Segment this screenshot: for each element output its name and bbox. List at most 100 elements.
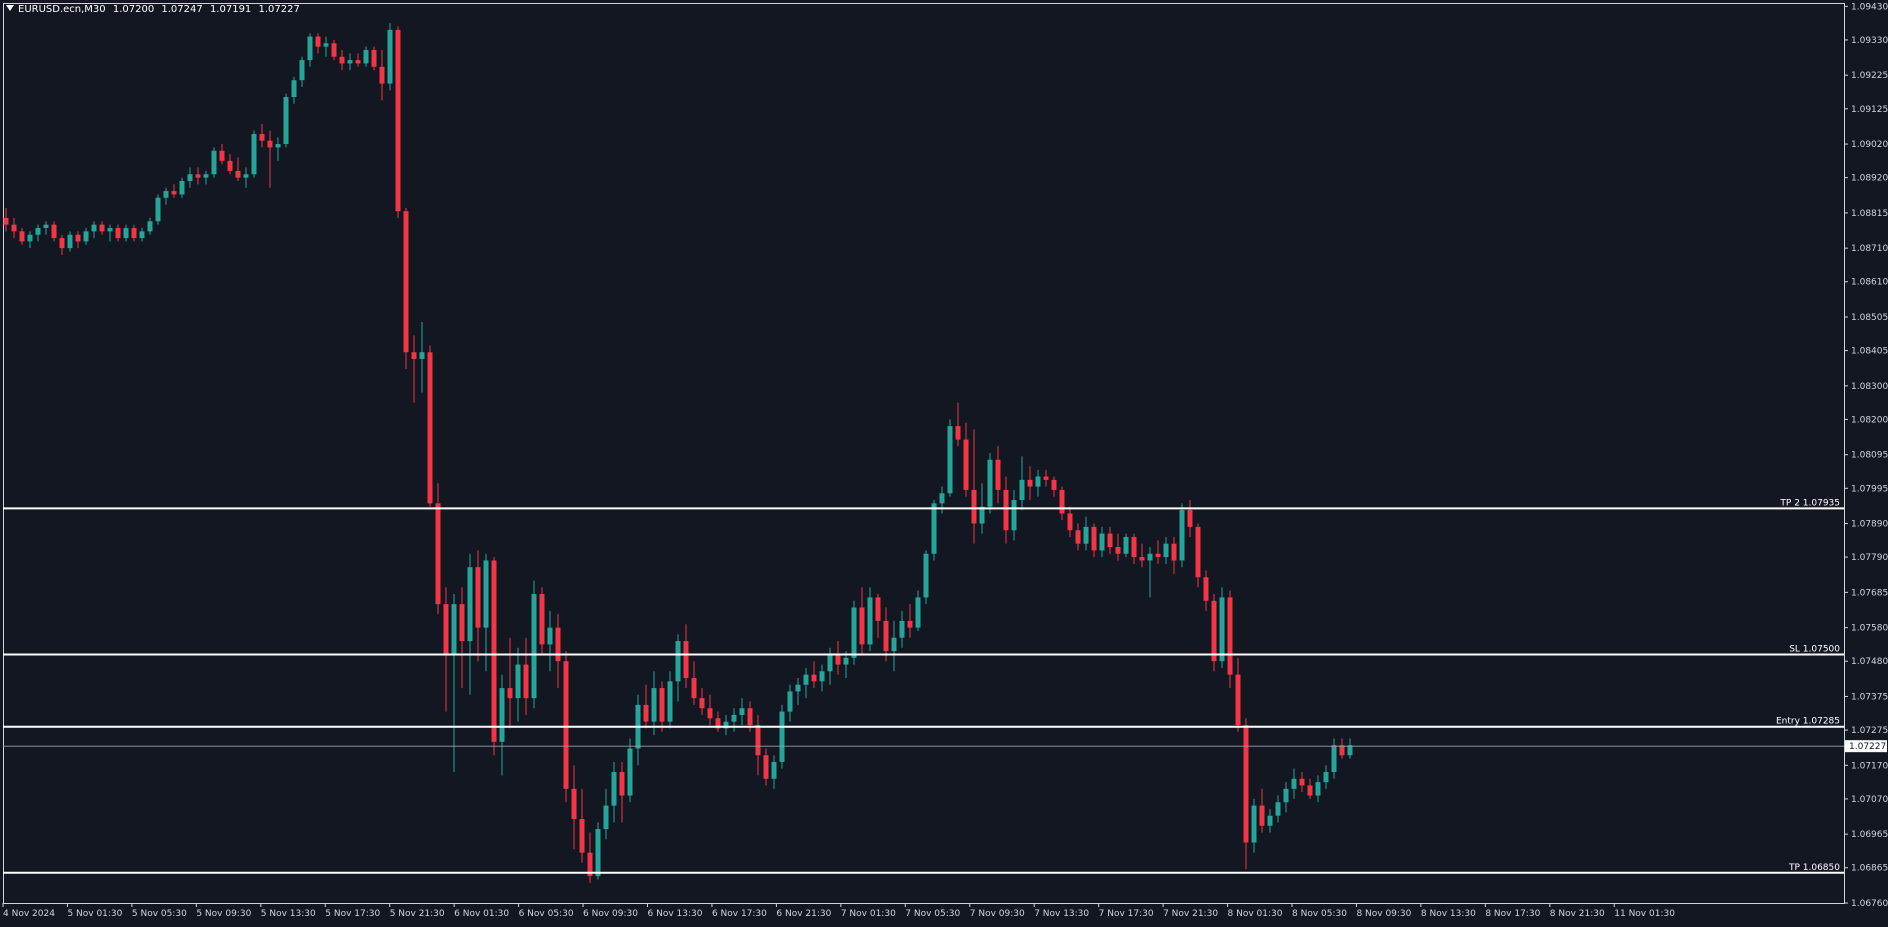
candle-body — [699, 698, 705, 709]
candle-body — [1339, 745, 1345, 756]
x-tick-label: 7 Nov 05:30 — [905, 909, 960, 919]
x-tick-label: 6 Nov 09:30 — [583, 909, 638, 919]
candle-body — [795, 684, 801, 692]
candle-body — [1235, 674, 1241, 726]
y-tick-label: 1.08095 — [1851, 451, 1888, 461]
candle-body — [675, 641, 681, 682]
candle-body — [835, 654, 841, 665]
y-tick-label: 1.07580 — [1851, 624, 1888, 634]
candle-body — [923, 553, 929, 598]
candle-body — [731, 714, 737, 722]
x-tick-label: 6 Nov 13:30 — [648, 909, 703, 919]
candle-body — [523, 664, 529, 699]
y-tick-label: 1.09125 — [1851, 105, 1888, 115]
candle-body — [691, 678, 697, 699]
high-value: 1.07247 — [161, 4, 203, 15]
candle-body — [563, 661, 569, 789]
candle-body — [227, 160, 233, 171]
level-label: TP 1.06850 — [1788, 863, 1840, 873]
candle-body — [315, 36, 321, 47]
y-tick-label: 1.07480 — [1851, 657, 1888, 667]
candle-body — [739, 708, 745, 715]
candle-body — [1227, 597, 1233, 675]
candle-body — [251, 133, 257, 175]
candle-body — [35, 228, 41, 235]
candle-body — [299, 60, 305, 81]
candle-body — [459, 604, 465, 642]
y-tick-label: 1.09430 — [1851, 2, 1888, 12]
candle-body — [611, 772, 617, 806]
candle-body — [51, 224, 57, 239]
candle-body — [915, 597, 921, 628]
candle-body — [1243, 725, 1249, 843]
x-tick-label: 4 Nov 2024 — [3, 909, 55, 919]
candle-body — [507, 688, 513, 699]
candle-body — [931, 503, 937, 554]
candle-body — [515, 664, 521, 699]
candle-body — [195, 174, 201, 178]
candle-body — [883, 620, 889, 652]
candle-body — [283, 97, 289, 145]
candle-body — [363, 50, 369, 64]
candle-body — [187, 174, 193, 181]
candle-body — [371, 50, 377, 67]
candle-body — [259, 133, 265, 141]
x-tick-label: 7 Nov 01:30 — [841, 909, 896, 919]
y-tick-label: 1.09330 — [1851, 36, 1888, 46]
y-tick-label: 1.09225 — [1851, 71, 1888, 81]
y-tick-label: 1.09020 — [1851, 140, 1888, 150]
candle-body — [387, 29, 393, 84]
candle-body — [339, 56, 345, 64]
candle-body — [91, 224, 97, 232]
x-tick-label: 8 Nov 17:30 — [1485, 909, 1540, 919]
symbol-header: EURUSD.ecn,M30 1.07200 1.07247 1.07191 1… — [6, 4, 304, 15]
level-label: Entry 1.07285 — [1776, 717, 1840, 727]
candle-body — [1155, 553, 1161, 558]
candle-body — [843, 657, 849, 665]
candle-body — [427, 352, 433, 504]
x-tick-label: 5 Nov 17:30 — [325, 909, 380, 919]
collapse-triangle-icon[interactable] — [6, 5, 14, 11]
candle-body — [579, 819, 585, 853]
y-tick-label: 1.08505 — [1851, 313, 1888, 323]
candle-body — [595, 829, 601, 877]
candle-body — [939, 493, 945, 504]
candle-body — [1315, 782, 1321, 796]
candle-body — [451, 604, 457, 655]
symbol-name: EURUSD.ecn,M30 — [18, 4, 106, 15]
candle-body — [1107, 533, 1113, 548]
candle-body — [867, 597, 873, 645]
candle-body — [1075, 530, 1081, 544]
candle-body — [243, 174, 249, 178]
x-tick-label: 6 Nov 21:30 — [776, 909, 831, 919]
candle-body — [995, 459, 1001, 490]
candle-body — [115, 228, 121, 239]
y-tick-label: 1.06865 — [1851, 864, 1888, 874]
candle-body — [683, 641, 689, 678]
candle-body — [1195, 526, 1201, 578]
candle-body — [323, 43, 329, 47]
x-tick-label: 8 Nov 21:30 — [1550, 909, 1605, 919]
candle-body — [659, 688, 665, 722]
y-tick-label: 1.07685 — [1851, 588, 1888, 598]
candle-body — [619, 772, 625, 796]
candle-body — [411, 352, 417, 359]
candle-body — [483, 560, 489, 628]
y-tick-label: 1.08300 — [1851, 382, 1888, 392]
x-tick-label: 5 Nov 21:30 — [390, 909, 445, 919]
candle-body — [587, 852, 593, 877]
candle-body — [235, 170, 241, 178]
candle-body — [779, 711, 785, 762]
candle-body — [467, 567, 473, 642]
candle-body — [491, 560, 497, 742]
candle-body — [1099, 533, 1105, 551]
candle-body — [547, 627, 553, 645]
x-tick-label: 8 Nov 09:30 — [1356, 909, 1411, 919]
candle-body — [1011, 500, 1017, 531]
open-value: 1.07200 — [112, 4, 155, 15]
x-tick-label: 6 Nov 01:30 — [454, 909, 509, 919]
candle-body — [723, 721, 729, 729]
x-tick-label: 7 Nov 09:30 — [970, 909, 1025, 919]
